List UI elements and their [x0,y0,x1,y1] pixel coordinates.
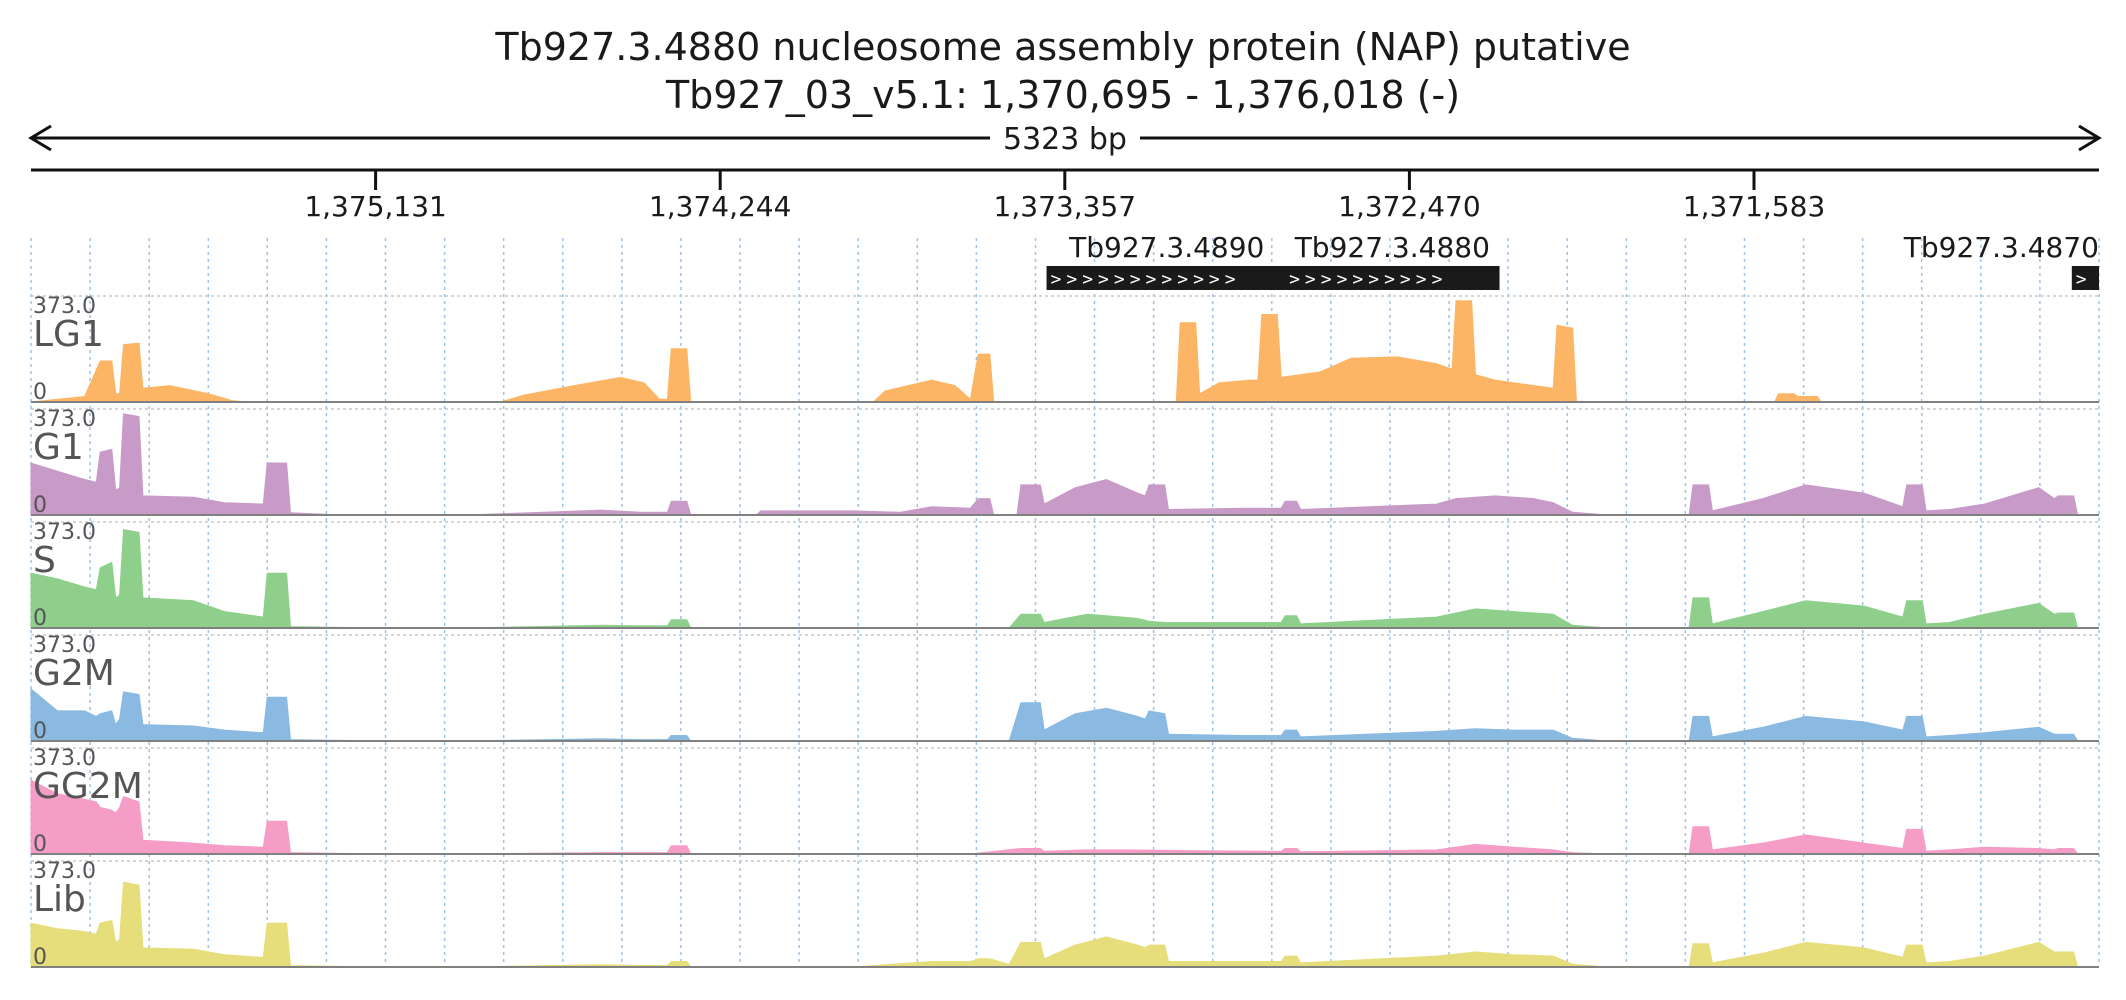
ruler-tick-label: 1,371,583 [1683,190,1826,223]
track-max-label: 373.0 [33,859,96,884]
strand-chevrons: > [2076,269,2092,290]
track-lg1: 373.0 0 LG1 [30,294,2099,405]
gene-box [1046,266,1288,290]
track-max-label: 373.0 [33,746,96,771]
span-arrowhead-right [2078,124,2102,152]
gene-box [1285,266,1500,290]
track-zero-label: 0 [33,380,47,405]
location-subtitle: Tb927_03_v5.1: 1,370,695 - 1,376,018 (-) [665,73,1461,117]
gene-annotation-track: >>>>>>>>>>>> Tb927.3.4890 >>>>>>>>>> Tb927.… [1046,231,2099,290]
track-name-label: Lib [33,879,86,920]
track-gg2m: 373.0 0 GG2M [30,746,2099,857]
track-name-label: G2M [33,653,115,694]
ruler-tick-label: 1,375,131 [304,190,447,223]
track-name-label: LG1 [33,314,104,355]
ruler-ticks: 1,375,131 1,374,244 1,373,357 1,372,470 1,37… [304,170,1825,223]
track-name-label: G1 [33,427,84,468]
strand-chevrons: >>>>>>>>>> [1289,269,1447,290]
gene-title: Tb927.3.4880 nucleosome assembly protein… [495,25,1631,69]
coverage-area-lib [30,881,2099,968]
ruler-tick-label: 1,372,470 [1338,190,1481,223]
track-g1: 373.0 0 G1 [30,407,2099,518]
track-name-label: S [33,540,56,581]
track-zero-label: 0 [33,493,47,518]
gene-box [2071,266,2099,290]
span-scale: 5323 bp [28,122,2102,172]
coverage-area-gg2m [30,779,2099,855]
track-max-label: 373.0 [33,407,96,432]
coverage-area-s [30,529,2099,629]
track-s: 373.0 0 S [30,520,2099,631]
track-zero-label: 0 [33,832,47,857]
track-lib: 373.0 0 Lib [30,859,2099,970]
track-zero-label: 0 [33,719,47,744]
gene-label: Tb927.3.4890 [1068,231,1264,264]
track-max-label: 373.0 [33,520,96,545]
ruler-tick-label: 1,374,244 [649,190,792,223]
coverage-area-lg1 [30,300,2099,403]
strand-chevrons: >>>>>>>>>>>> [1051,269,1241,290]
gene-label: Tb927.3.4880 [1294,231,1490,264]
ruler-tick-label: 1,373,357 [994,190,1137,223]
coverage-area-g1 [30,413,2099,516]
coverage-area-g2m [30,687,2099,742]
track-zero-label: 0 [33,606,47,631]
track-name-label: GG2M [33,766,143,807]
track-g2m: 373.0 0 G2M [30,633,2099,744]
track-zero-label: 0 [33,945,47,970]
span-label: 5323 bp [1003,122,1127,157]
track-max-label: 373.0 [33,633,96,658]
gene-label: Tb927.3.4870 [1903,231,2099,264]
coverage-tracks: 373.00LG1373.00G1373.00S373.00G2M373.00G… [30,294,2099,970]
track-max-label: 373.0 [33,294,96,319]
span-arrowhead-left [28,124,52,152]
